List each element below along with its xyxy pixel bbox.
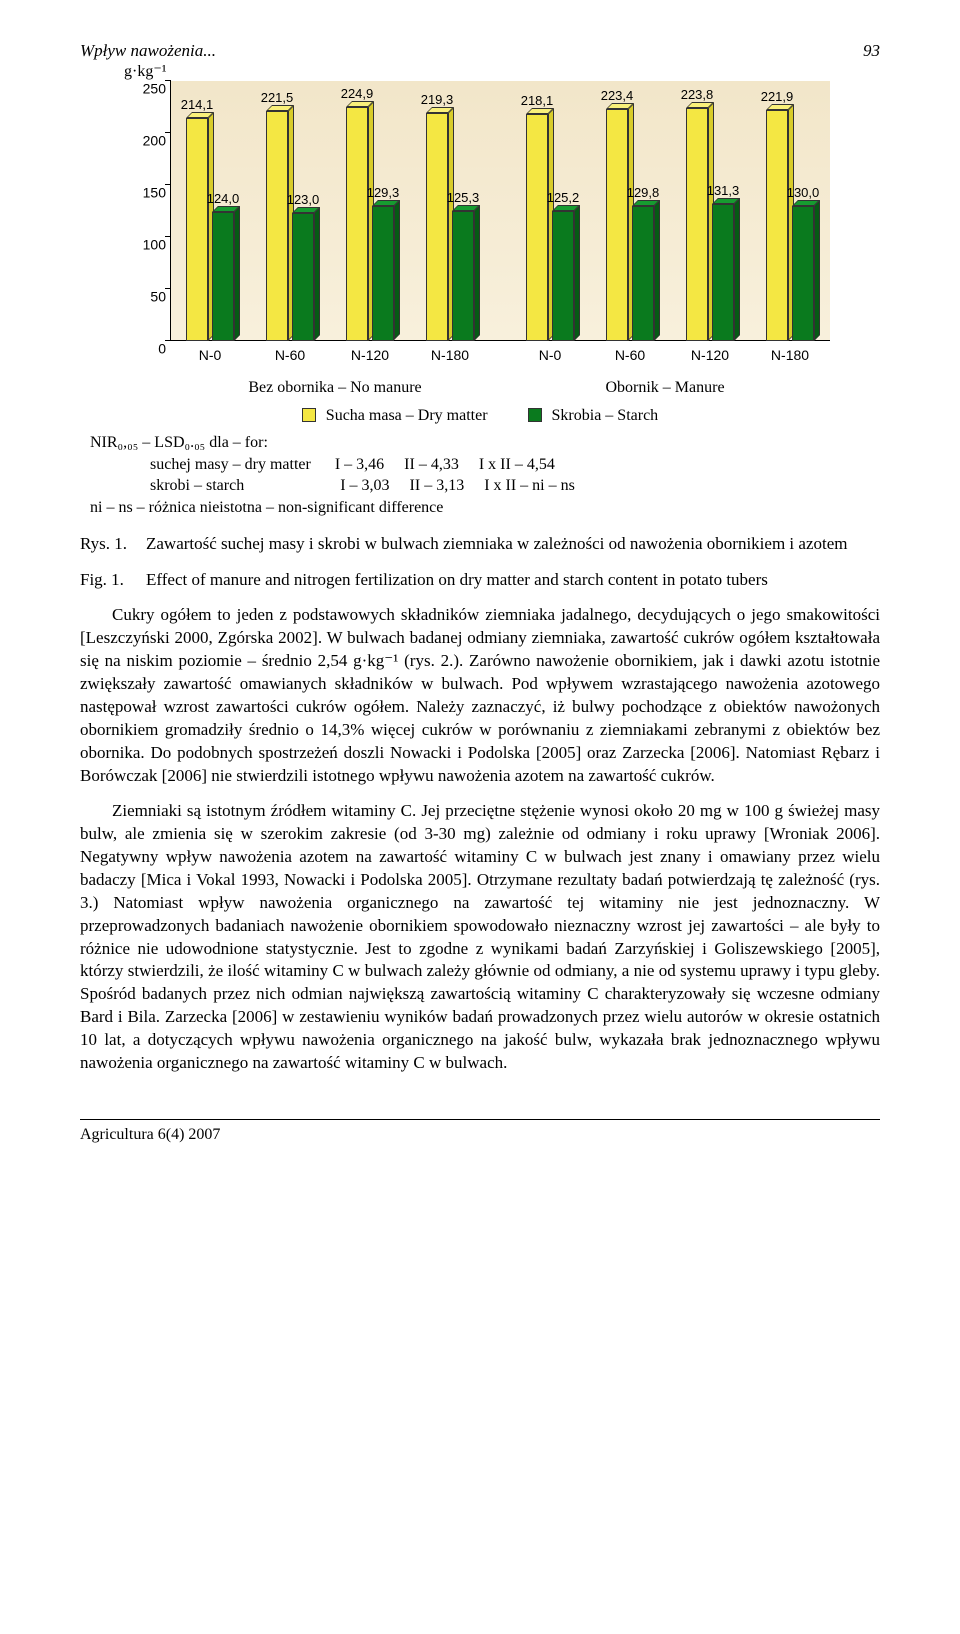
x-tick: N-180 (410, 346, 490, 365)
legend-item-1: Skrobia – Starch (528, 405, 659, 427)
caption-text-fig: Effect of manure and nitrogen fertilizat… (146, 569, 880, 592)
bar-starch: 129,3 (372, 206, 394, 340)
legend-item-0: Sucha masa – Dry matter (302, 405, 488, 427)
xgroup-1: Obornik – Manure (500, 377, 830, 399)
bar-value-label: 223,8 (681, 86, 714, 104)
bar-value-label: 125,3 (447, 189, 480, 207)
bar-drymatter: 223,4 (606, 109, 628, 341)
caption-text-rys: Zawartość suchej masy i skrobi w bulwach… (146, 533, 880, 556)
bar-value-label: 125,2 (547, 189, 580, 207)
bar-starch: 125,2 (552, 211, 574, 341)
header-page: 93 (863, 40, 880, 63)
ytick-label: 250 (130, 79, 166, 98)
notes-line2: suchej masy – dry matter I – 3,46 II – 4… (90, 454, 880, 476)
bar-value-label: 131,3 (707, 182, 740, 200)
legend-label-0: Sucha masa – Dry matter (326, 407, 488, 424)
bar-group: 223,8131,3 (670, 108, 750, 341)
bar-value-label: 124,0 (207, 190, 240, 208)
x-tick-labels: N-0N-60N-120N-180N-0N-60N-120N-180 (170, 346, 830, 365)
x-tick: N-120 (330, 346, 410, 365)
body-paragraph-2: Ziemniaki są istotnym źródłem witaminy C… (80, 800, 880, 1075)
bar-value-label: 219,3 (421, 91, 454, 109)
ytick-label: 100 (130, 235, 166, 254)
bar-value-label: 129,3 (367, 184, 400, 202)
figure-caption-pl: Rys. 1. Zawartość suchej masy i skrobi w… (80, 533, 880, 556)
x-tick: N-60 (590, 346, 670, 365)
ytick-label: 200 (130, 131, 166, 150)
bar-drymatter: 221,9 (766, 110, 788, 341)
running-header: Wpływ nawożenia... 93 (80, 40, 880, 63)
ytick-label: 50 (130, 287, 166, 306)
x-group-labels: Bez obornika – No manure Obornik – Manur… (130, 377, 830, 399)
bar-group: 223,4129,8 (590, 109, 670, 341)
bar-value-label: 224,9 (341, 85, 374, 103)
bar-starch: 130,0 (792, 206, 814, 341)
ytick-label: 0 (130, 339, 166, 358)
notes-line3: skrobi – starch I – 3,03 II – 3,13 I x I… (90, 475, 880, 497)
bar-value-label: 123,0 (287, 191, 320, 209)
figure-caption-en: Fig. 1. Effect of manure and nitrogen fe… (80, 569, 880, 592)
bar-group: 218,1125,2 (510, 114, 590, 341)
bar-starch: 125,3 (452, 211, 474, 341)
bar-drymatter: 218,1 (526, 114, 548, 341)
x-tick: N-120 (670, 346, 750, 365)
x-tick: N-0 (510, 346, 590, 365)
x-tick: N-0 (170, 346, 250, 365)
chart-legend: Sucha masa – Dry matter Skrobia – Starch (80, 405, 880, 427)
bar-drymatter: 214,1 (186, 118, 208, 341)
bar-value-label: 129,8 (627, 184, 660, 202)
legend-swatch-yellow (302, 408, 316, 422)
notes-line1: NIR₀,₀₅ – LSD₀.₀₅ dla – for: (90, 432, 880, 454)
bar-chart: g·kg⁻¹ 050100150200250 214,1124,0221,512… (130, 81, 830, 371)
header-left: Wpływ nawożenia... (80, 40, 216, 63)
caption-label-rys: Rys. 1. (80, 533, 146, 556)
bar-starch: 129,8 (632, 206, 654, 341)
xgroup-0: Bez obornika – No manure (170, 377, 500, 399)
bar-group: 214,1124,0 (170, 118, 250, 341)
bar-value-label: 218,1 (521, 92, 554, 110)
bar-value-label: 221,5 (261, 89, 294, 107)
bar-starch: 131,3 (712, 204, 734, 341)
chart-stats-notes: NIR₀,₀₅ – LSD₀.₀₅ dla – for: suchej masy… (90, 432, 880, 518)
bar-drymatter: 219,3 (426, 113, 448, 341)
notes-line4: ni – ns – różnica nieistotna – non-signi… (90, 497, 880, 519)
bar-drymatter: 221,5 (266, 111, 288, 341)
bar-starch: 123,0 (292, 213, 314, 341)
bar-value-label: 223,4 (601, 87, 634, 105)
bar-starch: 124,0 (212, 212, 234, 341)
bar-group: 221,9130,0 (750, 110, 830, 341)
x-tick: N-180 (750, 346, 830, 365)
bar-group: 219,3125,3 (410, 113, 490, 341)
bar-value-label: 221,9 (761, 88, 794, 106)
bars-container: 214,1124,0221,5123,0224,9129,3219,3125,3… (170, 81, 830, 341)
bar-group: 221,5123,0 (250, 111, 330, 341)
body-paragraph-1: Cukry ogółem to jeden z podstawowych skł… (80, 604, 880, 788)
bar-value-label: 214,1 (181, 96, 214, 114)
x-tick: N-60 (250, 346, 330, 365)
bar-value-label: 130,0 (787, 184, 820, 202)
bar-drymatter: 224,9 (346, 107, 368, 341)
page-footer: Agricultura 6(4) 2007 (80, 1119, 880, 1146)
legend-swatch-green (528, 408, 542, 422)
bar-drymatter: 223,8 (686, 108, 708, 341)
ytick-label: 150 (130, 183, 166, 202)
caption-label-fig: Fig. 1. (80, 569, 146, 592)
bar-group: 224,9129,3 (330, 107, 410, 341)
legend-label-1: Skrobia – Starch (552, 407, 659, 424)
